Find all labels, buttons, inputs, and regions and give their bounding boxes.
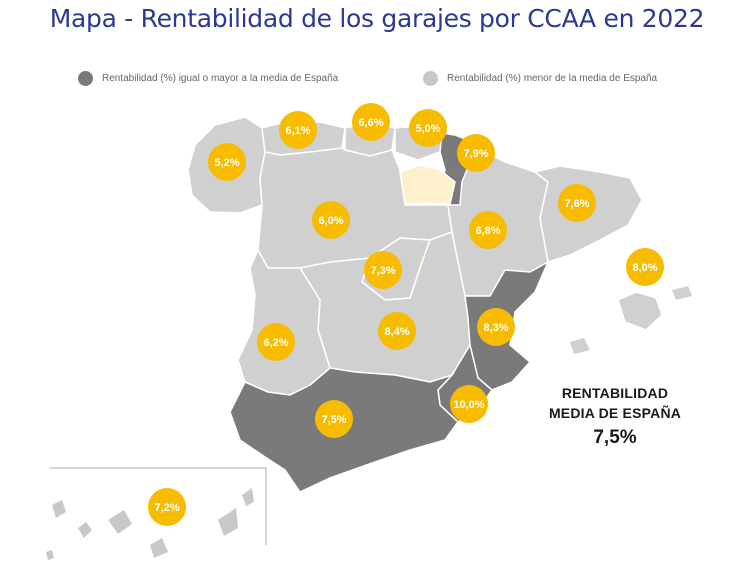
average-value: 7,5% <box>593 427 637 448</box>
svg-text:7,3%: 7,3% <box>370 265 395 277</box>
badge-aragon: 6,8% <box>469 211 507 249</box>
svg-text:5,2%: 5,2% <box>214 157 239 169</box>
svg-text:6,2%: 6,2% <box>263 337 288 349</box>
average-label-line2: MEDIA DE ESPAÑA <box>548 405 682 421</box>
spain-average-box: RENTABILIDAD MEDIA DE ESPAÑA 7,5% <box>540 383 690 449</box>
badge-cataluna: 7,6% <box>558 184 596 222</box>
svg-text:6,8%: 6,8% <box>475 225 500 237</box>
island-ibiza <box>570 338 590 354</box>
badge-galicia: 5,2% <box>208 143 246 181</box>
svg-text:8,4%: 8,4% <box>384 326 409 338</box>
svg-text:7,5%: 7,5% <box>321 414 346 426</box>
average-label-line1: RENTABILIDAD <box>561 385 669 401</box>
svg-text:7,6%: 7,6% <box>564 198 589 210</box>
badge-cantabria: 6,6% <box>352 103 390 141</box>
svg-text:8,3%: 8,3% <box>483 322 508 334</box>
svg-text:6,6%: 6,6% <box>358 117 383 129</box>
badge-andalucia: 7,5% <box>315 400 353 438</box>
svg-text:10,0%: 10,0% <box>453 399 484 411</box>
badge-canarias: 7,2% <box>148 488 186 526</box>
svg-text:6,1%: 6,1% <box>285 125 310 137</box>
badge-castilla-leon: 6,0% <box>312 201 350 239</box>
badge-madrid: 7,3% <box>364 251 402 289</box>
badge-baleares: 8,0% <box>626 248 664 286</box>
badge-extremadura: 6,2% <box>257 323 295 361</box>
canarias-inset-border <box>50 467 267 545</box>
svg-text:5,0%: 5,0% <box>415 123 440 135</box>
badge-murcia: 10,0% <box>450 385 488 423</box>
badge-asturias: 6,1% <box>279 111 317 149</box>
region-la-rioja <box>399 164 456 205</box>
svg-text:7,2%: 7,2% <box>154 502 179 514</box>
legend-dark-circle-icon <box>78 71 93 86</box>
legend-label-low: Rentabilidad (%) menor de la media de Es… <box>447 73 658 84</box>
region-canarias <box>46 488 254 560</box>
svg-text:7,9%: 7,9% <box>463 148 488 160</box>
badge-castilla-la-mancha: 8,4% <box>378 312 416 350</box>
badge-valencia: 8,3% <box>477 308 515 346</box>
badge-pais-vasco: 5,0% <box>409 109 447 147</box>
page-title: Mapa - Rentabilidad de los garajes por C… <box>49 4 705 33</box>
legend-light-circle-icon <box>423 71 438 86</box>
svg-text:8,0%: 8,0% <box>632 262 657 274</box>
region-baleares <box>617 291 663 331</box>
island-menorca <box>672 286 692 300</box>
legend-item-low: Rentabilidad (%) menor de la media de Es… <box>423 71 657 86</box>
badge-navarra: 7,9% <box>457 134 495 172</box>
legend-item-high: Rentabilidad (%) igual o mayor a la medi… <box>78 71 338 86</box>
legend-label-high: Rentabilidad (%) igual o mayor a la medi… <box>102 73 339 84</box>
svg-text:6,0%: 6,0% <box>318 215 343 227</box>
